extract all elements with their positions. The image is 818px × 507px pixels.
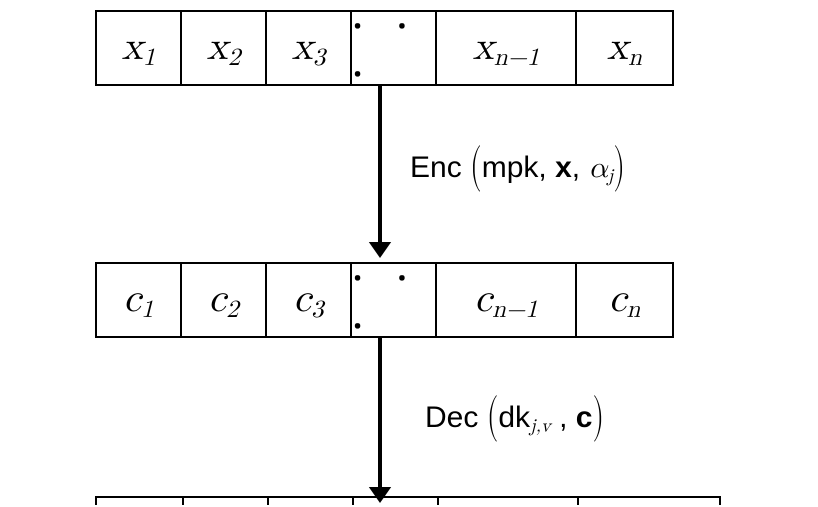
row3-div <box>352 498 354 505</box>
cell-x-0: x1 <box>97 12 182 84</box>
row-bottom-partial <box>95 496 721 505</box>
cell-x-5: xn <box>577 12 672 84</box>
row3-div <box>182 498 184 505</box>
cell-x-2: x3 <box>267 12 352 84</box>
vector-row-c: c1c2c3· · ·cn−1cn <box>95 262 674 338</box>
cell-x-3: · · · <box>352 12 437 84</box>
row3-div <box>437 498 439 505</box>
arrow-enc <box>360 84 400 262</box>
row3-div <box>267 498 269 505</box>
cell-c-4: cn−1 <box>437 264 577 336</box>
row3-div <box>577 498 579 505</box>
dec-label: Dec (dkj,v , c) <box>425 400 604 438</box>
vector-row-x: x1x2x3· · ·xn−1xn <box>95 10 674 86</box>
cell-c-2: c3 <box>267 264 352 336</box>
enc-label: Enc (mpk, x, αj) <box>410 150 625 188</box>
cell-x-1: x2 <box>182 12 267 84</box>
arrow-dec <box>360 336 400 507</box>
cell-x-4: xn−1 <box>437 12 577 84</box>
cell-c-1: c2 <box>182 264 267 336</box>
cell-c-3: · · · <box>352 264 437 336</box>
cell-c-5: cn <box>577 264 672 336</box>
cell-c-0: c1 <box>97 264 182 336</box>
